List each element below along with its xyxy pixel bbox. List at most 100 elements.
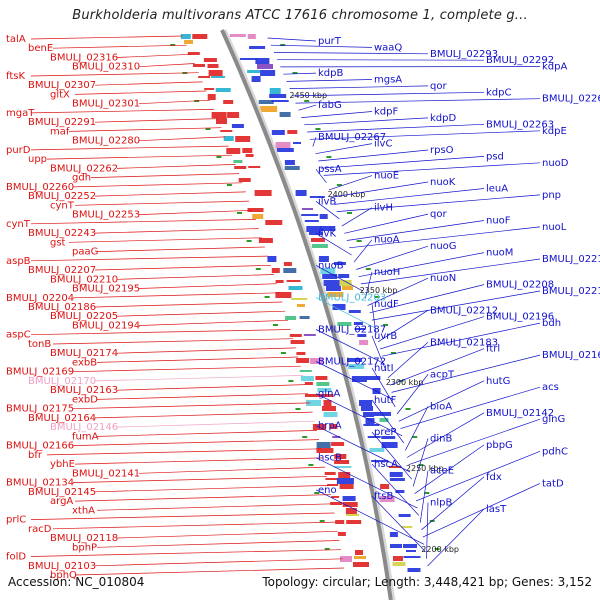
gene-label-left[interactable]: BMULJ_02210 xyxy=(50,274,118,285)
gene-label-right[interactable]: ilvB xyxy=(318,196,336,207)
gene-label-right[interactable]: kdpA xyxy=(542,62,567,73)
gene-label-left[interactable]: ftsK xyxy=(6,71,25,82)
gene-label-left[interactable]: folD xyxy=(6,552,26,563)
gene-label-left[interactable]: tonB xyxy=(28,339,51,350)
gene-label-right[interactable]: BMULJ_02168 xyxy=(542,350,600,361)
gene-label-right[interactable]: qor xyxy=(430,209,447,220)
gene-label-right[interactable]: nuoG xyxy=(430,241,457,252)
gene-label-right[interactable]: kdpC xyxy=(486,87,511,98)
gene-label-right[interactable]: nuoM xyxy=(486,248,513,259)
gene-label-right[interactable]: ilvC xyxy=(374,139,392,150)
gene-label-left[interactable]: BMULJ_02163 xyxy=(50,385,118,396)
gene-label-left[interactable]: BMULJ_02186 xyxy=(28,302,96,313)
gene-label-right[interactable]: hrpA xyxy=(318,421,342,432)
gene-label-right[interactable]: BMULJ_02187 xyxy=(318,325,386,336)
gene-label-right[interactable]: bdh xyxy=(542,318,561,329)
gene-label-left[interactable]: BMULJ_02291 xyxy=(28,117,96,128)
gene-label-left[interactable]: BMULJ_02141 xyxy=(72,468,140,479)
gene-label-left[interactable]: BMULJ_02307 xyxy=(28,80,96,91)
gene-label-right[interactable]: ftsB xyxy=(374,491,393,502)
gene-label-left[interactable]: maf xyxy=(50,126,70,137)
gene-label-left[interactable]: xthA xyxy=(72,505,95,516)
gene-label-right[interactable]: hscB xyxy=(318,453,342,464)
gene-label-left[interactable]: ybhE xyxy=(50,459,75,470)
gene-label-right[interactable]: kdpD xyxy=(430,113,456,124)
gene-label-right[interactable]: BMULJ_02203 xyxy=(318,292,386,303)
gene-label-left[interactable]: BMULJ_02134 xyxy=(6,478,74,489)
gene-label-right[interactable]: nuoF xyxy=(486,216,511,227)
gene-label-left[interactable]: mgaT xyxy=(6,108,35,119)
gene-label-left[interactable]: BMULJ_02170 xyxy=(28,376,96,387)
gene-label-left[interactable]: BMULJ_02205 xyxy=(50,311,118,322)
gene-label-right[interactable]: BMULJ_02208 xyxy=(486,280,554,291)
gene-label-right[interactable]: nuoN xyxy=(430,273,456,284)
gene-label-right[interactable]: hscA xyxy=(374,459,398,470)
gene-label-right[interactable]: qor xyxy=(430,81,447,92)
gene-label-left[interactable]: BMULJ_02262 xyxy=(50,163,118,174)
gene-label-right[interactable]: BMULJ_02196 xyxy=(486,312,554,323)
gene-label-right[interactable]: BMULJ_02172 xyxy=(318,357,386,368)
gene-label-left[interactable]: aspC xyxy=(6,330,31,341)
gene-label-right[interactable]: bioA xyxy=(430,401,452,412)
gene-label-right[interactable]: tatD xyxy=(542,478,564,489)
gene-label-left[interactable]: purD xyxy=(6,145,31,156)
gene-label-left[interactable]: BMULJ_02175 xyxy=(6,404,74,415)
gene-label-left[interactable]: BMULJ_02253 xyxy=(72,210,140,221)
gene-label-left[interactable]: benE xyxy=(28,43,53,54)
gene-label-left[interactable]: exbB xyxy=(72,357,97,368)
gene-label-left[interactable]: cynT xyxy=(6,219,31,230)
gene-label-right[interactable]: pbpG xyxy=(486,440,513,451)
gene-label-right[interactable]: aceE xyxy=(430,466,454,477)
gene-label-right[interactable]: BMULJ_02267 xyxy=(318,132,386,143)
gene-label-right[interactable]: nlpB xyxy=(430,498,452,509)
gene-label-left[interactable]: BMULJ_02146 xyxy=(50,422,118,433)
gene-label-right[interactable]: uvrB xyxy=(374,331,397,342)
gene-label-right[interactable]: eno xyxy=(318,485,337,496)
gene-label-left[interactable]: argA xyxy=(50,496,73,507)
gene-label-left[interactable]: cynT xyxy=(50,200,75,211)
gene-label-right[interactable]: hutG xyxy=(486,376,510,387)
gene-label-right[interactable]: BMULJ_02293 xyxy=(430,49,498,60)
gene-label-right[interactable]: nuoL xyxy=(542,222,567,233)
gene-label-left[interactable]: BMULJ_02310 xyxy=(72,62,140,73)
gene-label-left[interactable]: BMULJ_02316 xyxy=(50,53,118,64)
gene-label-right[interactable]: acpT xyxy=(430,369,455,380)
gene-label-right[interactable]: nuoB xyxy=(318,260,344,271)
gene-label-right[interactable]: nuoK xyxy=(430,177,456,188)
gene-label-right[interactable]: waaQ xyxy=(374,42,402,53)
gene-label-left[interactable]: BMULJ_02260 xyxy=(6,182,74,193)
gene-label-right[interactable]: nuoA xyxy=(374,235,400,246)
gene-label-right[interactable]: glnG xyxy=(542,414,565,425)
gene-label-right[interactable]: psd xyxy=(486,151,504,162)
gene-label-left[interactable]: aspB xyxy=(6,256,31,267)
gene-label-left[interactable]: BMULJ_02280 xyxy=(72,136,140,147)
gene-label-left[interactable]: gltX xyxy=(50,89,70,100)
gene-label-right[interactable]: preP xyxy=(374,427,396,438)
gene-label-left[interactable]: BMULJ_02301 xyxy=(72,99,140,110)
gene-label-left[interactable]: BMULJ_02166 xyxy=(6,441,74,452)
gene-label-left[interactable]: BMULJ_02195 xyxy=(72,284,140,295)
gene-label-right[interactable]: nuoD xyxy=(542,158,569,169)
gene-label-right[interactable]: hutI xyxy=(374,363,394,374)
gene-label-left[interactable]: bphP xyxy=(72,542,97,553)
gene-label-right[interactable]: pnp xyxy=(542,190,561,201)
gene-label-left[interactable]: BMULJ_02174 xyxy=(50,348,118,359)
gene-label-left[interactable]: BMULJ_02118 xyxy=(50,533,118,544)
gene-label-right[interactable]: pdhC xyxy=(542,446,568,457)
gene-label-right[interactable]: BMULJ_02263 xyxy=(486,119,554,130)
gene-label-left[interactable]: bfr xyxy=(28,450,43,461)
gene-label-right[interactable]: dinB xyxy=(430,434,452,445)
gene-label-left[interactable]: gst xyxy=(50,237,66,248)
gene-label-right[interactable]: BMULJ_02142 xyxy=(486,408,554,419)
gene-label-right[interactable]: leuA xyxy=(486,184,508,195)
gene-label-right[interactable]: nuoH xyxy=(374,267,400,278)
gene-label-right[interactable]: nuoE xyxy=(374,171,399,182)
gene-label-left[interactable]: BMULJ_02252 xyxy=(28,191,96,202)
gene-label-left[interactable]: BMULJ_02194 xyxy=(72,321,140,332)
gene-label-right[interactable]: purT xyxy=(318,36,342,47)
gene-label-left[interactable]: BMULJ_02207 xyxy=(28,265,96,276)
gene-label-left[interactable]: exbD xyxy=(72,394,98,405)
gene-label-right[interactable]: BMULJ_02292 xyxy=(486,55,554,66)
gene-label-right[interactable]: ilvH xyxy=(374,203,393,214)
gene-label-right[interactable]: pssA xyxy=(318,164,342,175)
